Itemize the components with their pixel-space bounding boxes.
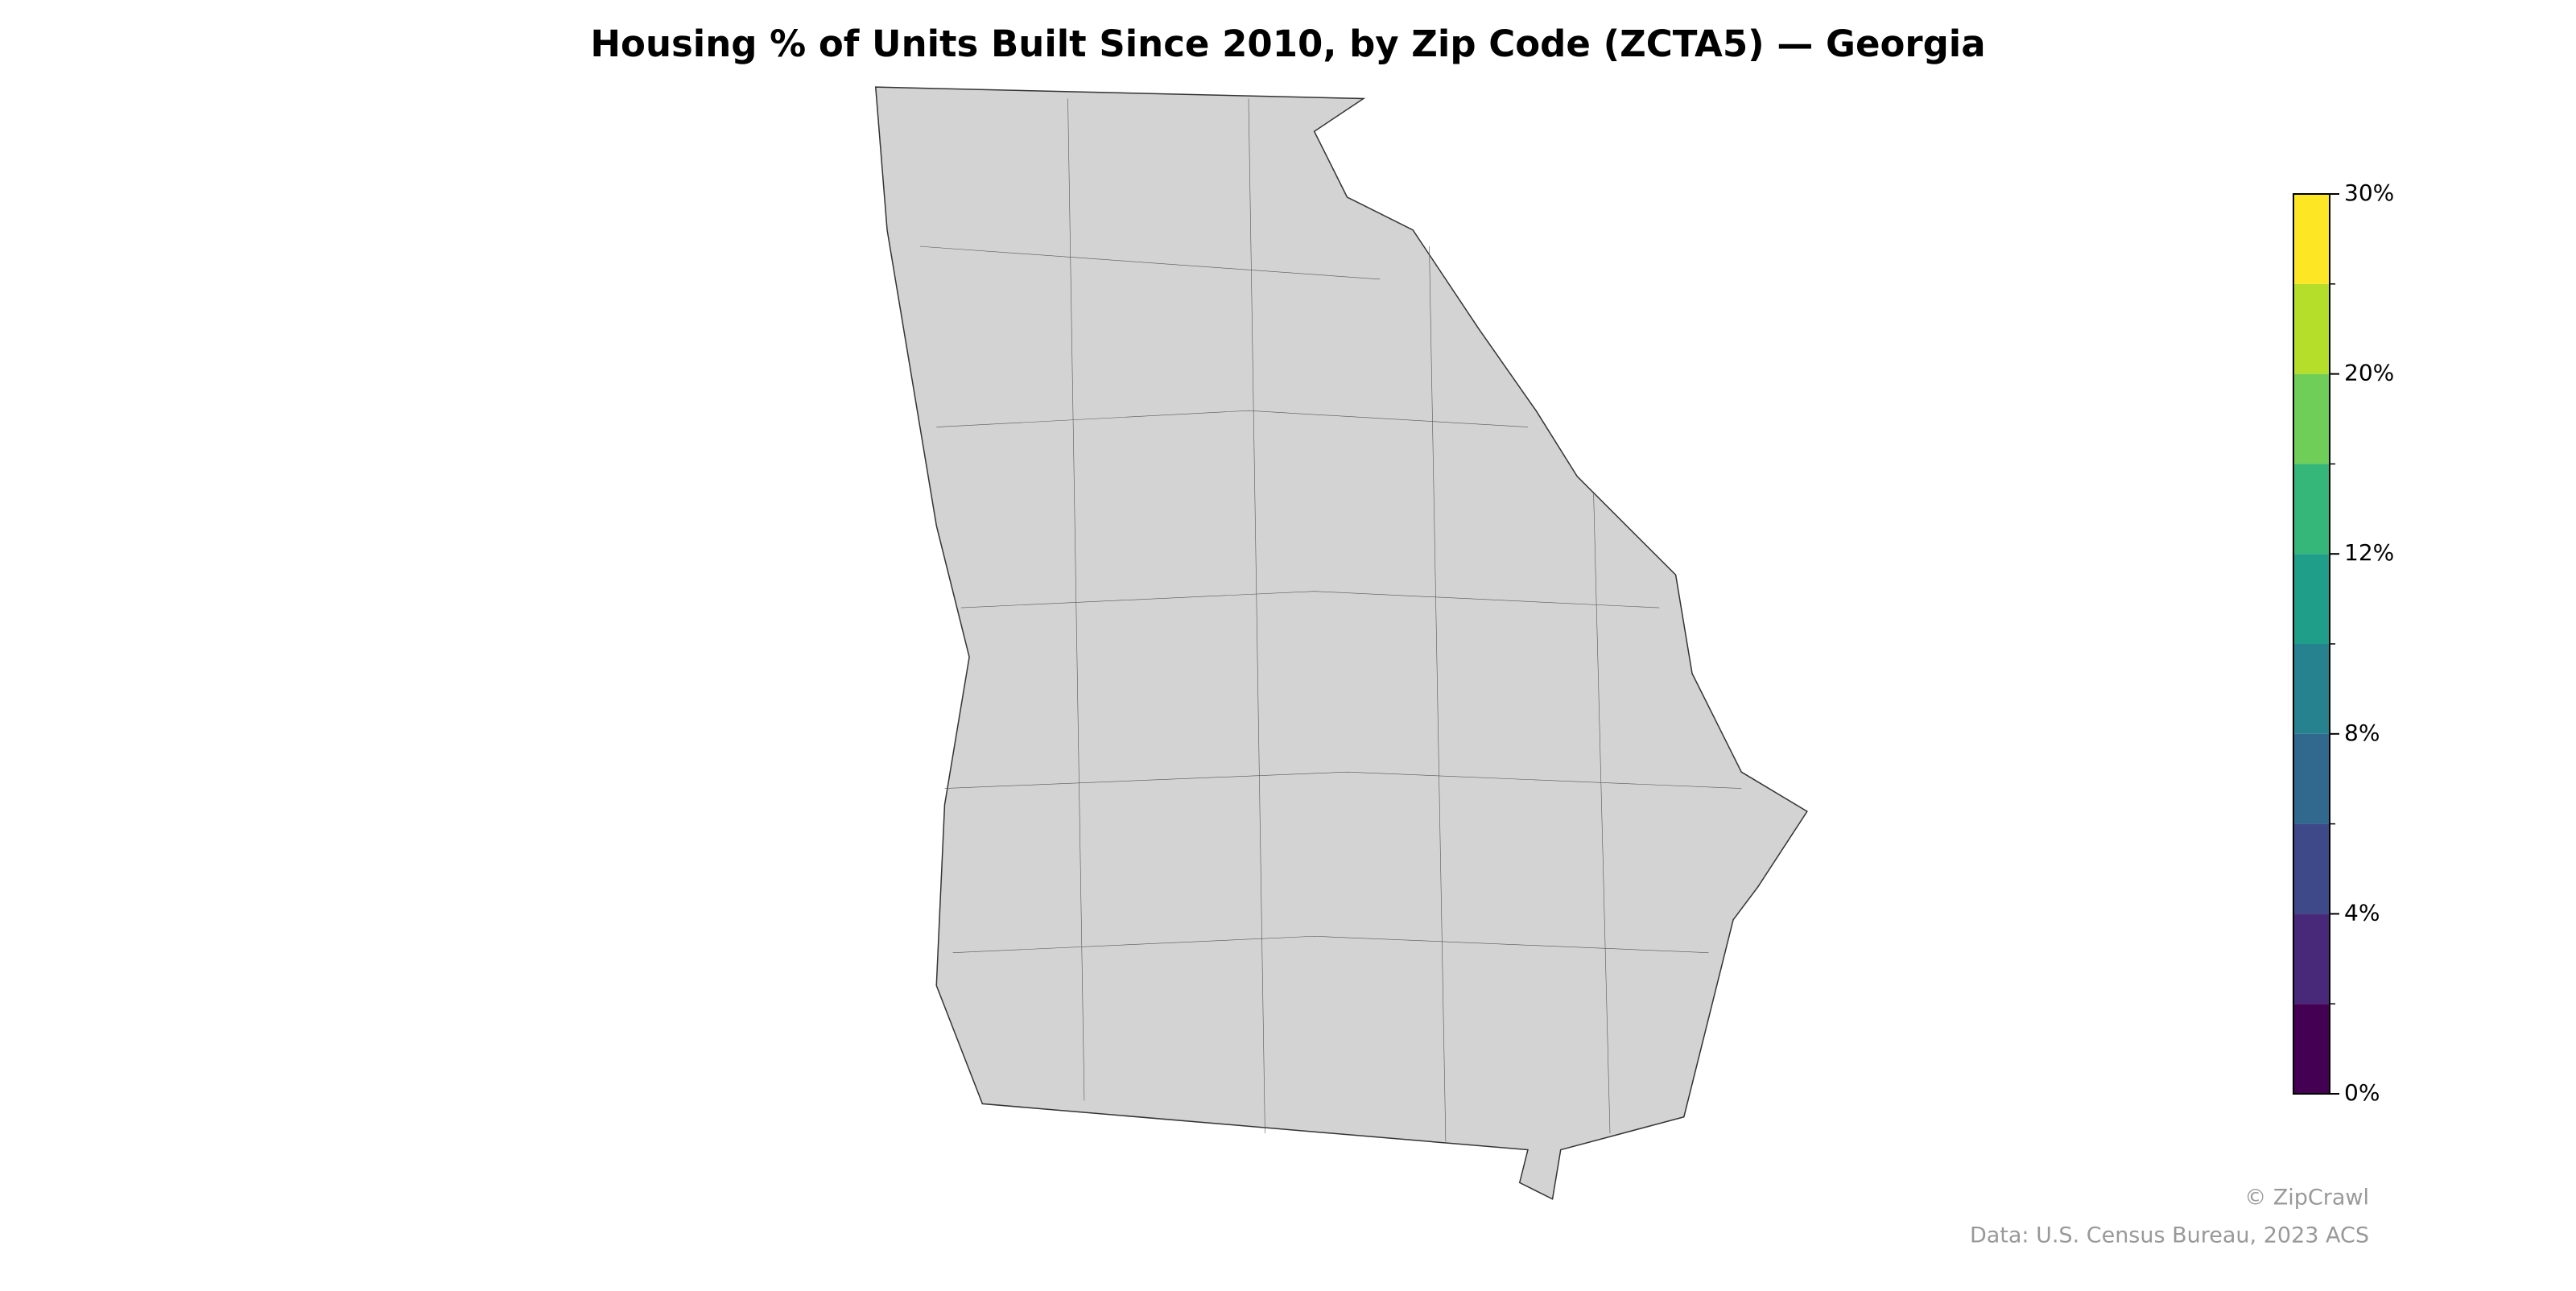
colorbar-band [2293, 554, 2330, 644]
colorbar-tick-label: 4% [2344, 899, 2380, 926]
colorbar-band [2293, 644, 2330, 734]
colorbar-tick-label: 20% [2344, 360, 2394, 386]
source-note: Data: U.S. Census Bureau, 2023 ACS [1970, 1223, 2369, 1248]
colorbar-frame [2293, 193, 2330, 1095]
colorbar-band [2293, 464, 2330, 555]
colorbar-band [2293, 373, 2330, 464]
credit: © ZipCrawl [2244, 1186, 2369, 1211]
map-title: Housing % of Units Built Since 2010, by … [590, 23, 1985, 65]
colorbar-tick-label: 30% [2344, 179, 2394, 206]
colorbar-band [2293, 823, 2330, 914]
state-map [876, 87, 1807, 1199]
colorbar-tick-label: 12% [2344, 539, 2394, 566]
colorbar-tick-label: 0% [2344, 1079, 2380, 1106]
colorbar-band [2293, 194, 2330, 284]
colorbar: 0% 4% 8% 12% 20% 30% [2293, 179, 2394, 1106]
zip-boundaries [920, 98, 1741, 1141]
colorbar-band [2293, 1004, 2330, 1094]
colorbar-band [2293, 283, 2330, 374]
colorbar-band [2293, 733, 2330, 824]
georgia-outline [876, 87, 1807, 1199]
colorbar-band [2293, 914, 2330, 1004]
colorbar-tick-label: 8% [2344, 720, 2380, 746]
